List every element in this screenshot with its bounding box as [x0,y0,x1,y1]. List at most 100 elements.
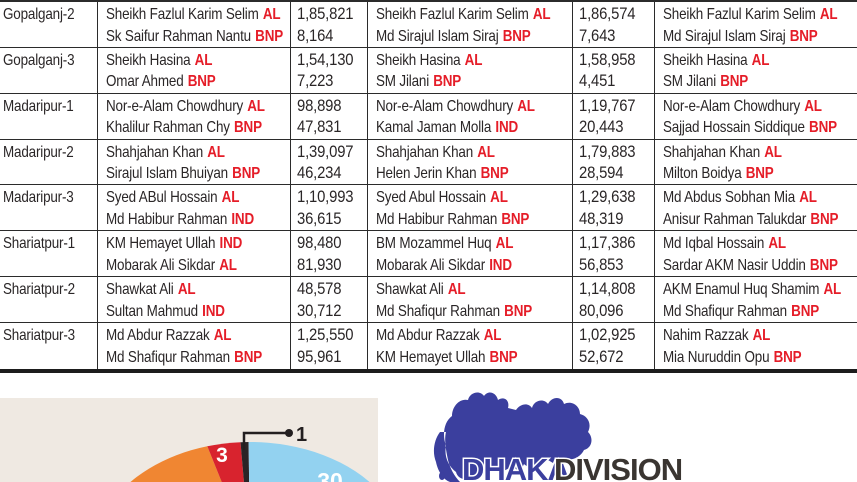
map-title-dhaka: DHAKA [462,452,570,482]
votes-cell: 48,578 30,712 [291,277,368,323]
vote-count: 30,712 [297,301,342,320]
candidate-line: Md Shafiqur Rahman BNP [106,347,263,369]
party-tag: BNP [501,210,530,228]
candidate-name: Md Habibur Rahman [376,210,498,228]
party-tag: AL [477,143,495,161]
vote-count: 56,853 [579,255,624,274]
vote-count: 98,898 [297,96,342,115]
party-tag: AL [219,256,237,274]
candidate-line: Md Abdur Razzak AL [106,325,261,347]
votes-cell: 1,02,925 52,672 [573,322,655,369]
votes-cell: 1,39,097 46,234 [291,139,368,186]
constituency-label: Madaripur-3 [3,189,74,207]
constituency-label: Gopalganj-2 [3,6,75,23]
vote-count: 1,29,638 [579,188,636,207]
party-tag: BNP [809,119,837,137]
candidate-name: SM Jilani [376,73,430,91]
candidate-line: Shahjahan Khan AL [106,142,261,164]
candidate-line: Sheikh Hasina AL [663,50,826,72]
candidate-line: KM Hemayet Ullah BNP [376,347,541,369]
party-tag: BNP [810,210,839,228]
party-tag: BNP [789,27,818,45]
vote-count: 98,480 [297,234,342,253]
candidate-name: SM Jilani [663,73,717,91]
vote-count: 1,85,821 [297,5,354,23]
candidate-name: BM Mozammel Huq [376,235,492,253]
candidate-line: Kamal Jaman Molla IND [376,117,541,138]
candidate-name: Sheikh Fazlul Karim Selim [663,6,816,23]
candidate-name: Md Sirajul Islam Siraj [663,27,786,45]
candidate-line: Sheikh Fazlul Karim Selim AL [663,4,838,26]
candidate-name: Mobarak Ali Sikdar [106,256,216,274]
party-tag: BNP [809,256,838,274]
party-tag: AL [464,51,483,69]
vote-count: 1,02,925 [579,325,636,344]
candidate-name: Md Abdur Razzak [106,326,210,344]
vote-count: 47,831 [297,118,342,137]
vote-count: 1,14,808 [579,280,636,299]
vote-count: 1,17,386 [579,234,636,253]
map-islet [435,440,441,452]
party-tag: BNP [489,348,518,366]
candidates-cell: Shahjahan Khan AL Milton Boidya BNP [655,140,857,186]
candidate-name: KM Hemayet Ullah [376,348,486,366]
candidate-name: Sk Saifur Rahman Nantu [106,27,251,45]
vote-count: 20,443 [579,118,624,137]
party-tag: AL [207,143,225,161]
candidate-line: KM Hemayet Ullah IND [106,233,261,255]
candidates-cell: Sheikh Hasina AL Omar Ahmed BNP [98,47,291,94]
candidate-name: Kamal Jaman Molla [376,119,492,137]
candidate-name: KM Hemayet Ullah [106,235,216,253]
candidate-name: Sardar AKM Nasir Uddin [663,256,806,274]
candidate-line: Sultan Mahmud IND [106,301,261,322]
candidates-cell: Md Iqbal Hossain AL Sardar AKM Nasir Uddin… [655,231,857,278]
votes-cell: 1,58,958 4,451 [573,47,655,94]
candidate-line: Syed Abul Hossain AL [376,187,541,209]
party-tag: AL [262,6,281,23]
candidate-name: Md Shafiqur Rahman [663,302,787,320]
candidate-name: Sheikh Hasina [106,51,191,69]
party-tag: AL [532,6,551,23]
party-tag: BNP [234,348,263,366]
candidate-name: Sheikh Hasina [663,51,748,69]
party-tag: AL [495,235,514,253]
party-tag: AL [751,51,770,69]
vote-count: 7,223 [297,72,334,91]
party-tag: AL [823,281,842,299]
constituency-cell: Shariatpur-1 [0,231,98,278]
candidate-line: SM Jilani BNP [663,71,826,92]
party-tag: BNP [791,302,820,320]
party-tag: IND [495,119,519,137]
candidate-name: Shawkat Ali [376,281,444,299]
party-tag: BNP [433,73,462,91]
candidate-name: Nor-e-Alam Chowdhury [106,97,244,115]
candidate-line: Mobarak Ali Sikdar IND [376,255,541,276]
candidates-cell: BM Mozammel Huq AL Mobarak Ali Sikdar IND [368,231,573,278]
votes-cell: 98,898 47,831 [291,93,368,140]
vote-count: 1,86,574 [579,5,636,23]
constituency-cell: Shariatpur-3 [0,322,98,369]
votes-cell: 1,79,883 28,594 [573,139,655,186]
party-tag: BNP [720,73,749,91]
candidate-name: Syed ABul Hossain [106,189,218,207]
candidates-cell: Nor-e-Alam Chowdhury AL Kamal Jaman Molla I… [368,93,573,140]
candidate-line: Md Shafiqur Rahman BNP [663,301,826,322]
candidate-name: Nahim Razzak [663,326,749,344]
vote-count: 1,79,883 [579,142,636,161]
candidate-name: Md Abdur Razzak [376,326,480,344]
dhaka-division-map: DHAKA DIVISION [433,392,685,482]
vote-count: 28,594 [579,164,624,183]
candidate-line: Md Habibur Rahman IND [106,209,261,230]
party-tag: AL [517,97,535,115]
vote-count: 80,096 [579,301,624,320]
candidate-line: Shahjahan Khan AL [376,142,541,164]
candidate-name: Milton Boidya [663,165,742,183]
candidate-name: Md Abdus Sobhan Mia [663,189,796,207]
candidates-cell: Sheikh Fazlul Karim Selim AL Sk Saifur Rah… [98,2,291,48]
party-tag: IND [202,302,225,320]
candidate-name: Sheikh Fazlul Karim Selim [376,6,529,23]
constituency-label: Shariatpur-1 [3,235,75,253]
vote-count: 48,319 [579,209,624,228]
candidate-name: Shawkat Ali [106,281,174,299]
vote-count: 95,961 [297,347,342,366]
